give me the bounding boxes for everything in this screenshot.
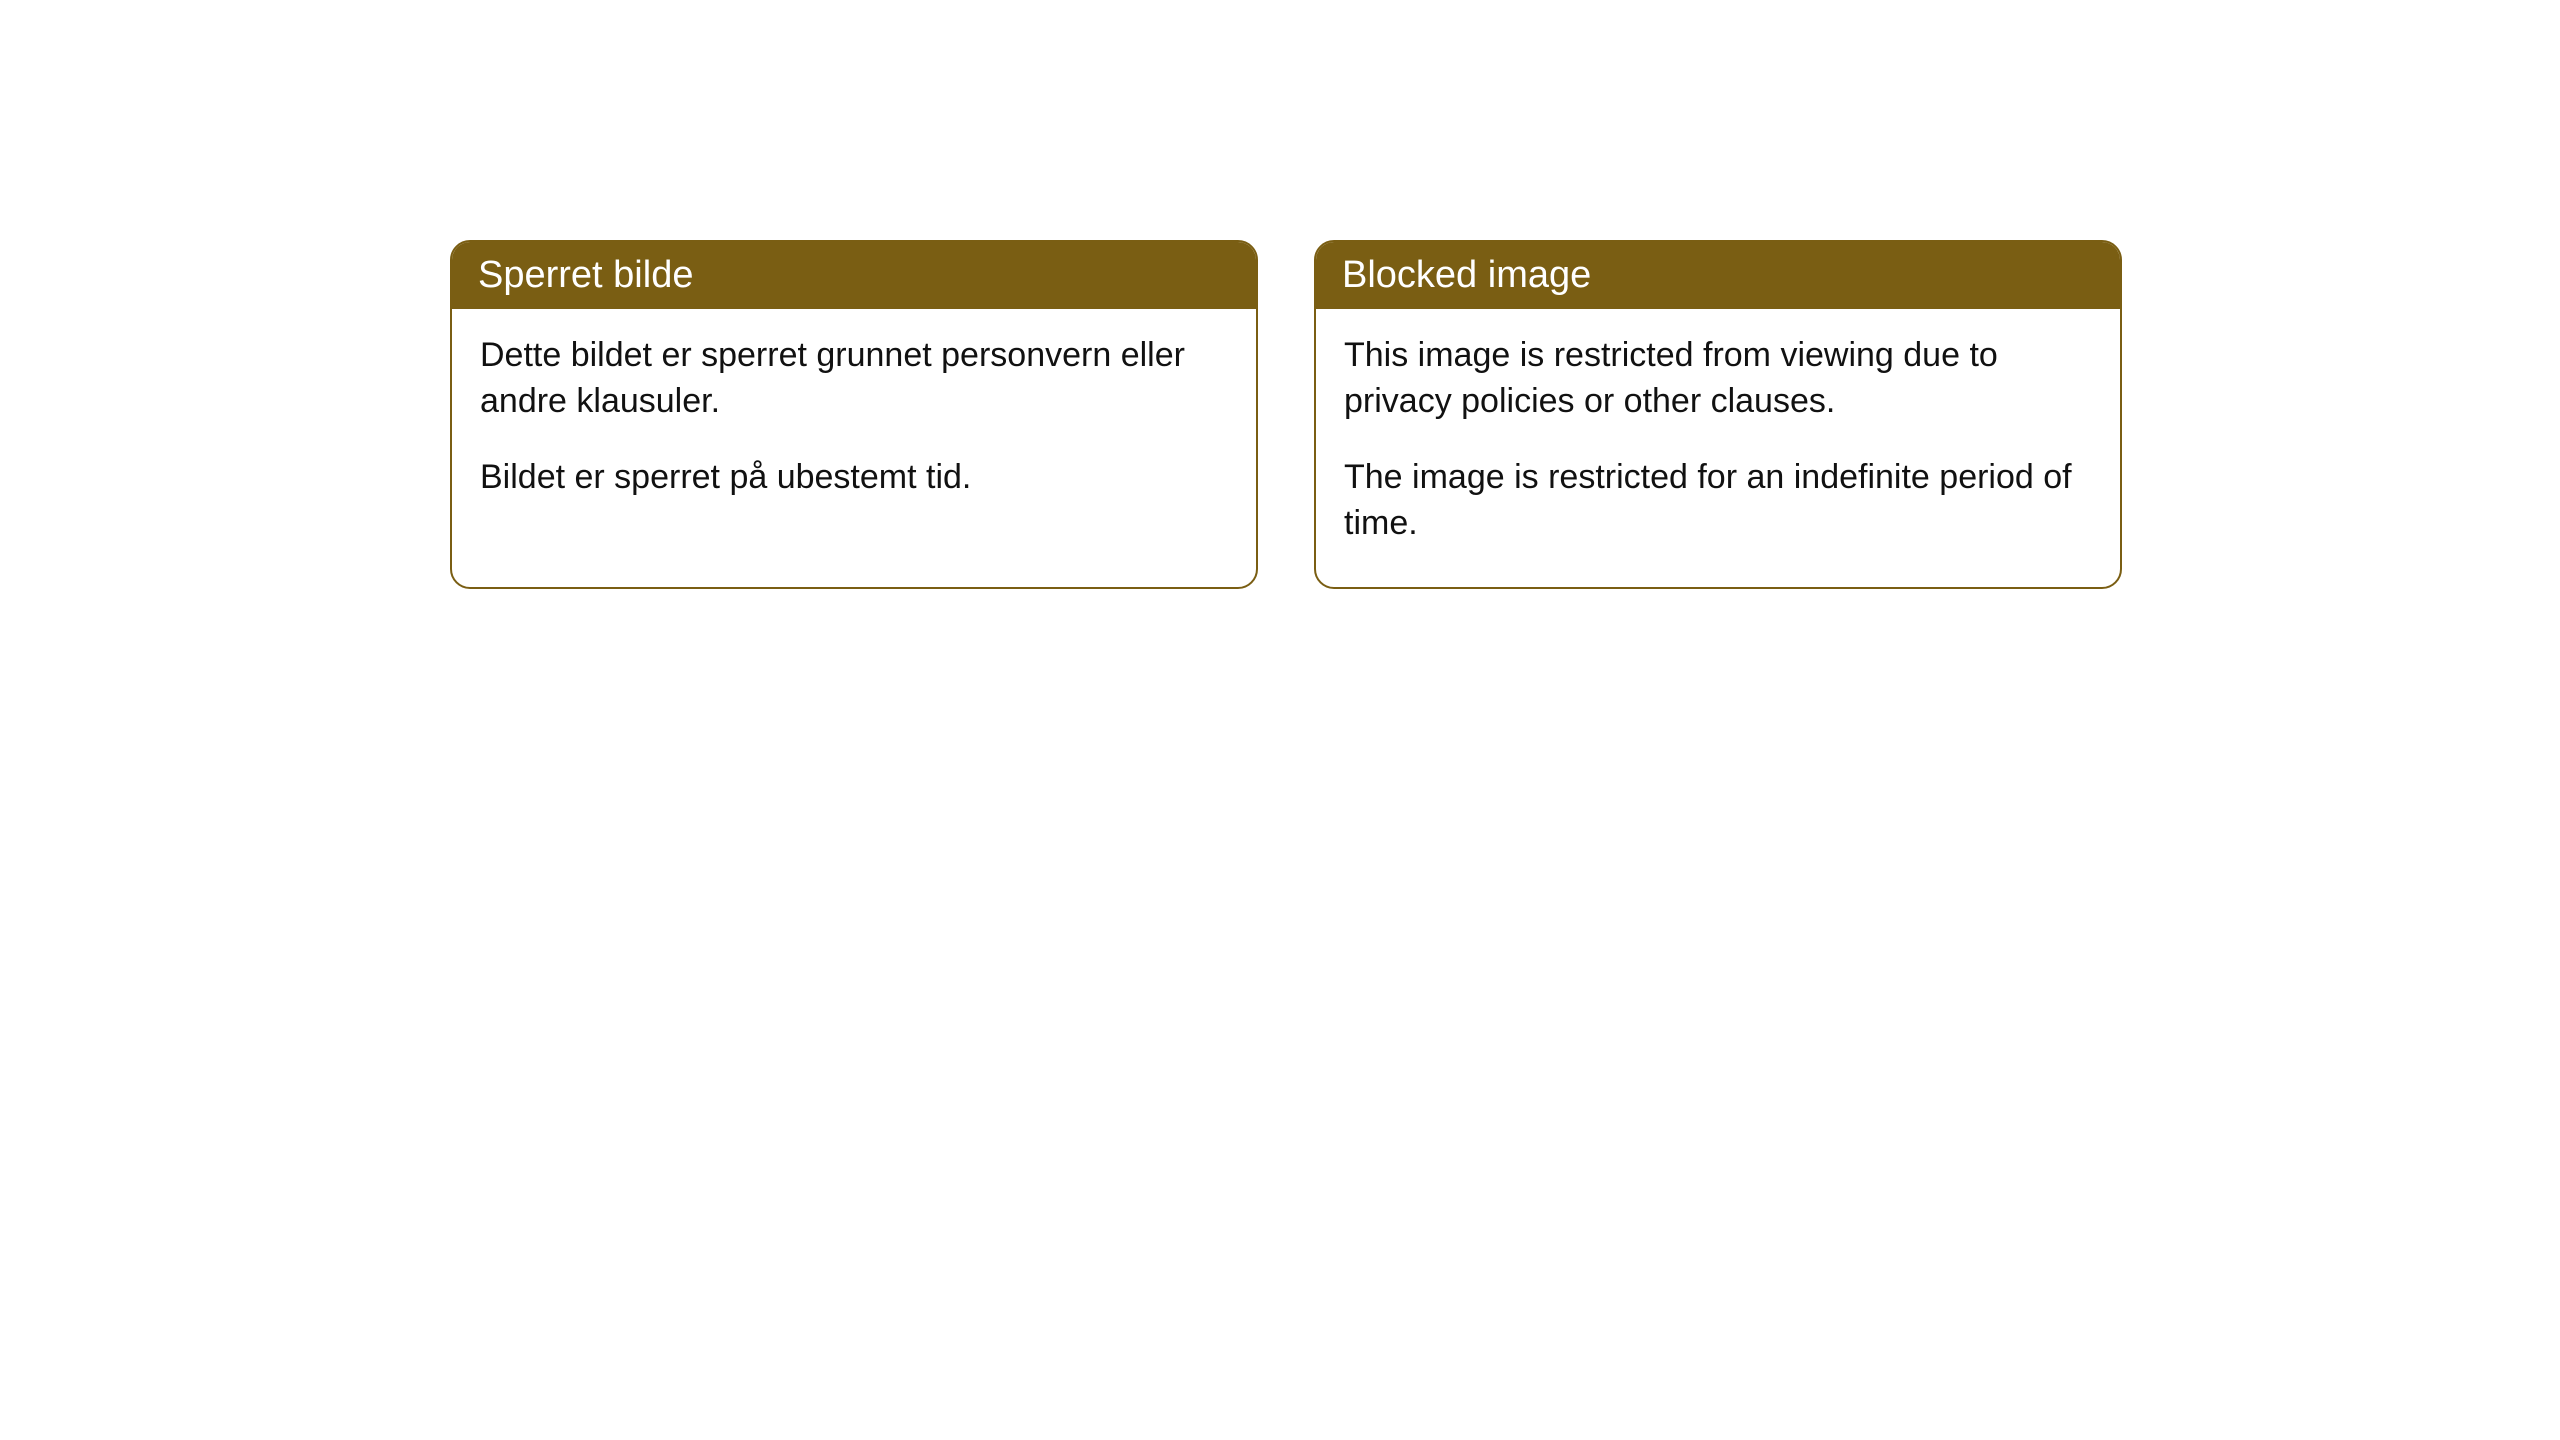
- notice-text-english-2: The image is restricted for an indefinit…: [1344, 455, 2092, 547]
- blocked-image-card-english: Blocked image This image is restricted f…: [1314, 240, 2122, 589]
- notice-text-norwegian-1: Dette bildet er sperret grunnet personve…: [480, 333, 1228, 425]
- notice-text-english-1: This image is restricted from viewing du…: [1344, 333, 2092, 425]
- card-body-english: This image is restricted from viewing du…: [1316, 309, 2120, 587]
- card-header-english: Blocked image: [1316, 242, 2120, 309]
- card-header-norwegian: Sperret bilde: [452, 242, 1256, 309]
- card-body-norwegian: Dette bildet er sperret grunnet personve…: [452, 309, 1256, 541]
- notice-text-norwegian-2: Bildet er sperret på ubestemt tid.: [480, 455, 1228, 501]
- blocked-image-card-norwegian: Sperret bilde Dette bildet er sperret gr…: [450, 240, 1258, 589]
- notice-container: Sperret bilde Dette bildet er sperret gr…: [0, 0, 2560, 589]
